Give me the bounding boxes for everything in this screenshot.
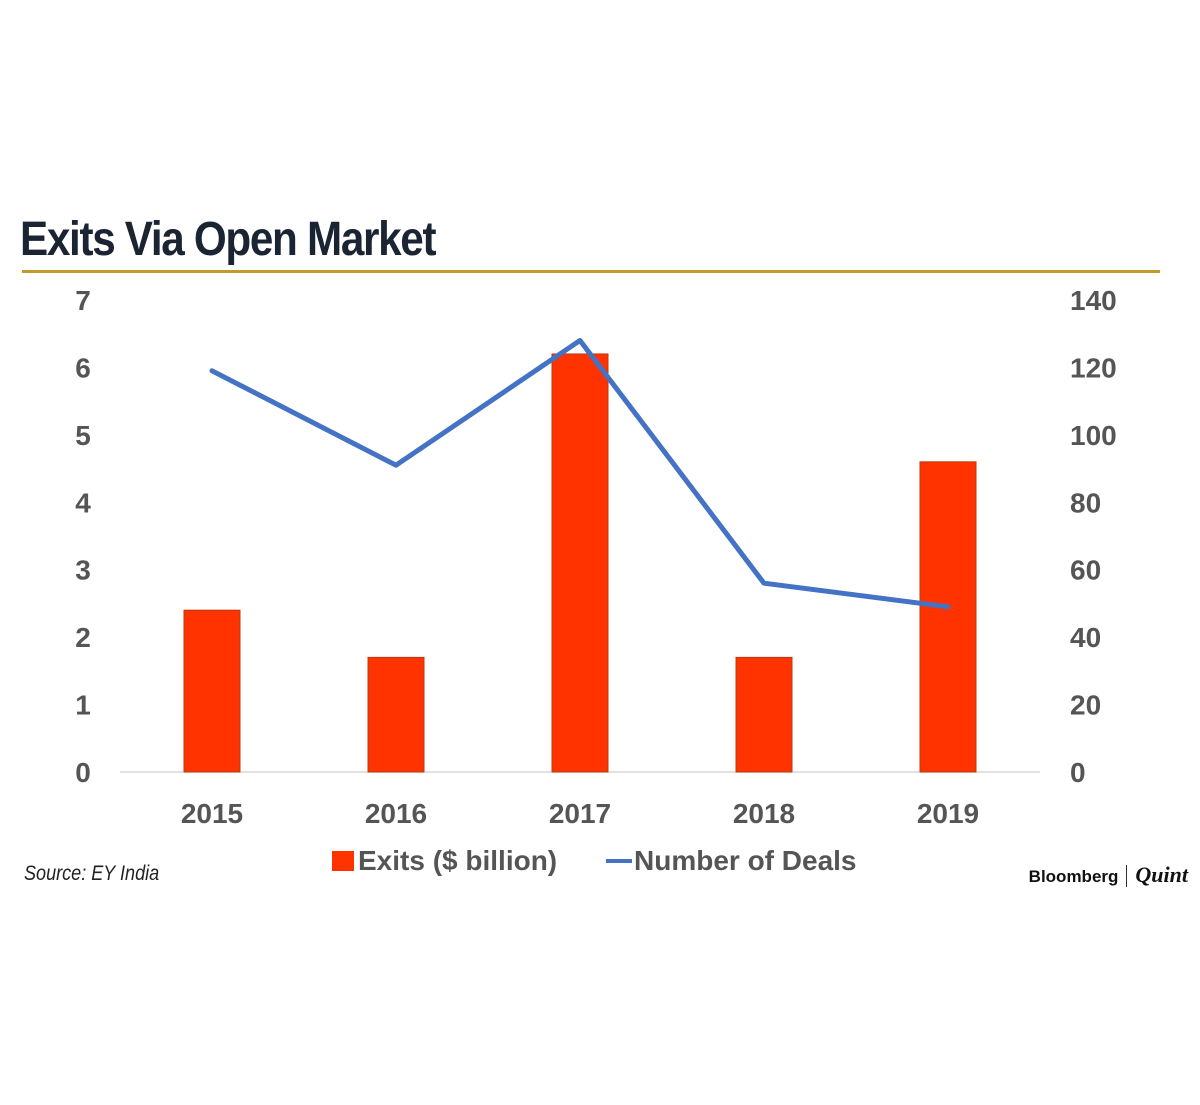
x-tick-label: 2016 xyxy=(365,798,427,829)
bar-2019 xyxy=(919,461,977,773)
legend-swatch-exits xyxy=(332,851,354,871)
source-note: Source: EY India xyxy=(24,862,160,885)
right-tick-label: 60 xyxy=(1070,555,1101,586)
x-tick-label: 2019 xyxy=(917,798,979,829)
bar-2016 xyxy=(367,656,425,773)
right-axis-ticks: 0 20 40 60 80 100 120 140 xyxy=(1070,285,1117,788)
right-tick-label: 100 xyxy=(1070,420,1117,451)
title-rule xyxy=(22,270,1160,273)
left-tick-label: 4 xyxy=(75,487,91,518)
x-tick-label: 2017 xyxy=(549,798,611,829)
bar-series xyxy=(183,353,977,773)
right-tick-label: 140 xyxy=(1070,285,1117,316)
legend-label-number-of-deals: Number of Deals xyxy=(634,845,857,876)
x-axis-ticks: 2015 2016 2017 2018 2019 xyxy=(181,798,979,829)
bar-2015 xyxy=(183,609,241,773)
legend-label-exits: Exits ($ billion) xyxy=(358,845,557,876)
bar-2017 xyxy=(551,353,609,773)
left-tick-label: 3 xyxy=(75,555,91,586)
brand-bloomberg: Bloomberg xyxy=(1028,867,1119,886)
x-tick-label: 2015 xyxy=(181,798,243,829)
bar-2018 xyxy=(735,656,793,773)
right-tick-label: 20 xyxy=(1070,690,1101,721)
brand-separator xyxy=(1126,865,1128,887)
right-tick-label: 120 xyxy=(1070,352,1117,383)
left-tick-label: 7 xyxy=(75,285,91,316)
left-tick-label: 0 xyxy=(75,757,91,788)
right-tick-label: 80 xyxy=(1070,487,1101,518)
right-tick-label: 0 xyxy=(1070,757,1086,788)
right-tick-label: 40 xyxy=(1070,622,1101,653)
brand-logo: Bloomberg Quint xyxy=(1029,862,1188,888)
left-axis-ticks: 0 1 2 3 4 5 6 7 xyxy=(75,285,91,788)
brand-quint: Quint xyxy=(1135,862,1188,887)
left-tick-label: 2 xyxy=(75,622,91,653)
chart-title: Exits Via Open Market xyxy=(20,213,437,266)
left-tick-label: 6 xyxy=(75,352,91,383)
left-tick-label: 5 xyxy=(75,420,91,451)
left-tick-label: 1 xyxy=(75,690,91,721)
line-series-number-of-deals xyxy=(209,337,951,610)
x-tick-label: 2018 xyxy=(733,798,795,829)
legend: Exits ($ billion) Number of Deals xyxy=(332,845,857,876)
